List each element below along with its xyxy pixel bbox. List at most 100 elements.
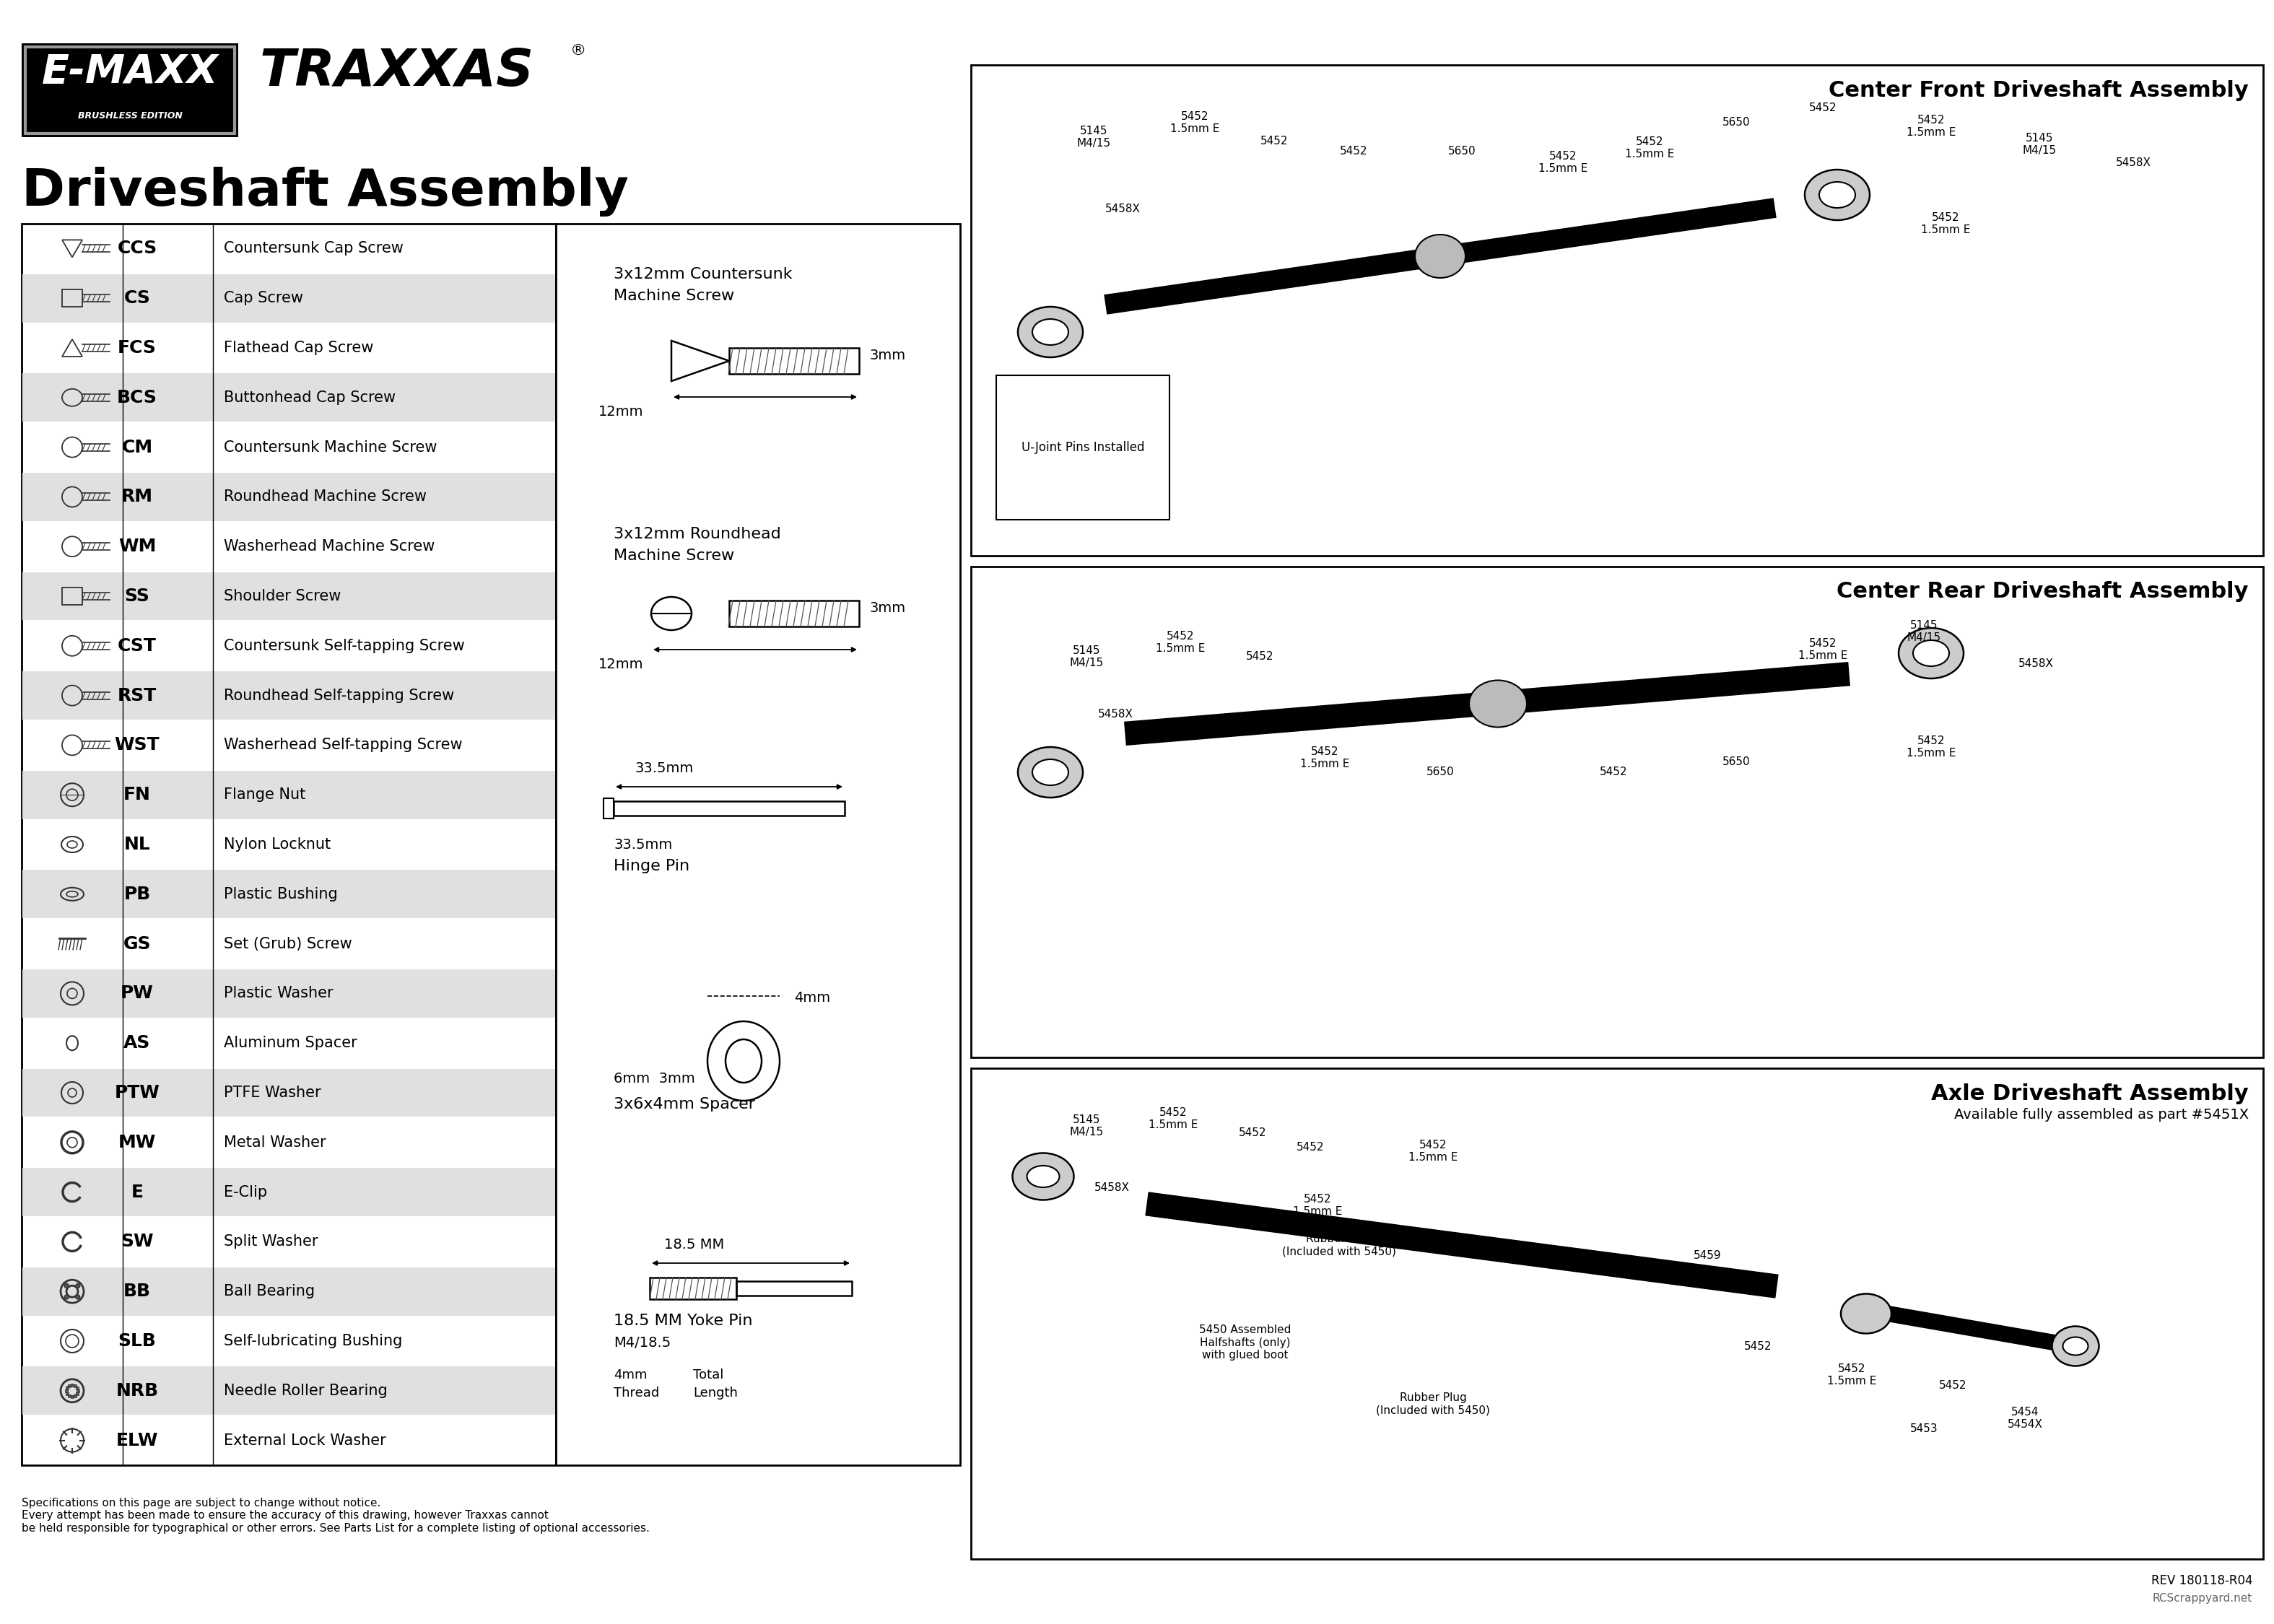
Text: PTFE Washer: PTFE Washer — [223, 1085, 321, 1099]
Text: 5650: 5650 — [1721, 757, 1751, 767]
Text: 5650: 5650 — [1721, 117, 1751, 128]
Ellipse shape — [1899, 628, 1962, 679]
Text: RCScrappyard.net: RCScrappyard.net — [2153, 1593, 2251, 1605]
Text: 5452
1.5mm E: 5452 1.5mm E — [1294, 1194, 1342, 1216]
Text: AS: AS — [123, 1034, 150, 1052]
Bar — [23, 771, 555, 818]
Text: 5452: 5452 — [1239, 1127, 1267, 1138]
Text: Available fully assembled as part #5451X: Available fully assembled as part #5451X — [1953, 1108, 2249, 1122]
Text: Split Washer: Split Washer — [223, 1234, 318, 1249]
Text: ELW: ELW — [116, 1432, 159, 1449]
Text: Countersunk Cap Screw: Countersunk Cap Screw — [223, 242, 402, 257]
Text: Total: Total — [694, 1369, 723, 1382]
Bar — [77, 1389, 80, 1392]
Bar — [971, 567, 2263, 1057]
Text: Hinge Pin: Hinge Pin — [614, 859, 689, 874]
Text: 5452
1.5mm E: 5452 1.5mm E — [1301, 745, 1348, 770]
Text: 5452
1.5mm E: 5452 1.5mm E — [1626, 136, 1674, 159]
Text: 5454
5454X: 5454 5454X — [2008, 1406, 2042, 1431]
Text: TRAXXAS: TRAXXAS — [259, 47, 534, 97]
Bar — [23, 1367, 555, 1415]
Ellipse shape — [1028, 1166, 1060, 1187]
Text: 5145
M4/15: 5145 M4/15 — [1069, 1114, 1103, 1138]
Text: Plastic Washer: Plastic Washer — [223, 986, 334, 1000]
Bar — [614, 801, 844, 815]
Text: Roundhead Machine Screw: Roundhead Machine Screw — [223, 490, 428, 503]
Text: 5450 Assembled
Halfshafts (only)
with glued boot: 5450 Assembled Halfshafts (only) with gl… — [1198, 1325, 1292, 1361]
Bar — [68, 1395, 70, 1397]
Text: 12mm: 12mm — [598, 404, 644, 419]
Bar — [971, 1069, 2263, 1559]
Text: 5452
1.5mm E: 5452 1.5mm E — [1922, 213, 1969, 235]
Text: Center Front Driveshaft Assembly: Center Front Driveshaft Assembly — [1828, 80, 2249, 101]
Bar — [66, 1392, 68, 1395]
Ellipse shape — [1032, 760, 1069, 786]
Bar — [23, 473, 555, 521]
Text: 5452: 5452 — [1940, 1380, 1967, 1392]
Text: Metal Washer: Metal Washer — [223, 1135, 325, 1150]
Text: WST: WST — [114, 737, 159, 754]
Text: BCS: BCS — [116, 388, 157, 406]
Text: Rubber Plug
(Included with 5450): Rubber Plug (Included with 5450) — [1283, 1233, 1396, 1257]
Bar — [23, 671, 555, 719]
Text: 3x12mm Countersunk: 3x12mm Countersunk — [614, 266, 791, 281]
Text: E: E — [132, 1184, 143, 1200]
Ellipse shape — [2063, 1337, 2088, 1354]
Text: 5452
1.5mm E: 5452 1.5mm E — [1148, 1108, 1198, 1130]
Text: 18.5 MM: 18.5 MM — [664, 1237, 723, 1252]
Text: Machine Screw: Machine Screw — [614, 549, 735, 564]
Text: Washerhead Self-tapping Screw: Washerhead Self-tapping Screw — [223, 737, 462, 752]
Text: Length: Length — [694, 1387, 737, 1400]
Bar — [75, 1387, 80, 1389]
Bar — [555, 224, 960, 1465]
Bar — [23, 374, 555, 422]
Text: NL: NL — [123, 836, 150, 853]
Text: 5458X: 5458X — [1105, 205, 1139, 214]
Text: Nylon Locknut: Nylon Locknut — [223, 838, 330, 851]
Bar — [603, 799, 614, 818]
Text: 5452
1.5mm E: 5452 1.5mm E — [1537, 151, 1587, 174]
Text: M4/18.5: M4/18.5 — [614, 1335, 671, 1350]
Text: Machine Screw: Machine Screw — [614, 289, 735, 304]
Text: 33.5mm: 33.5mm — [614, 838, 673, 851]
Text: 3x12mm Roundhead: 3x12mm Roundhead — [614, 526, 780, 541]
Circle shape — [64, 1294, 68, 1299]
Text: ®: ® — [571, 44, 587, 58]
Text: E-MAXX: E-MAXX — [41, 52, 218, 91]
Text: Axle Driveshaft Assembly: Axle Driveshaft Assembly — [1931, 1083, 2249, 1104]
Text: RM: RM — [121, 489, 152, 505]
Text: Shoulder Screw: Shoulder Screw — [223, 590, 341, 604]
Circle shape — [75, 1283, 80, 1288]
Bar — [73, 1395, 77, 1397]
Text: Flathead Cap Screw: Flathead Cap Screw — [223, 341, 373, 356]
Text: 5453: 5453 — [1910, 1424, 1937, 1434]
Text: Thread: Thread — [614, 1387, 659, 1400]
Bar — [70, 1384, 73, 1387]
Ellipse shape — [1842, 1294, 1892, 1333]
Ellipse shape — [1019, 307, 1082, 357]
Ellipse shape — [1012, 1153, 1073, 1200]
Text: 5452: 5452 — [1599, 767, 1628, 778]
Text: BB: BB — [123, 1283, 150, 1301]
Text: 18.5 MM Yoke Pin: 18.5 MM Yoke Pin — [614, 1314, 753, 1328]
Ellipse shape — [1019, 747, 1082, 797]
Bar — [971, 65, 2263, 555]
Text: External Lock Washer: External Lock Washer — [223, 1432, 387, 1447]
Circle shape — [64, 1283, 68, 1288]
Text: SS: SS — [125, 588, 150, 604]
Ellipse shape — [1806, 169, 1869, 221]
Text: Ball Bearing: Ball Bearing — [223, 1285, 314, 1299]
Bar — [23, 870, 555, 918]
Text: Countersunk Self-tapping Screw: Countersunk Self-tapping Screw — [223, 638, 464, 653]
Text: RST: RST — [118, 687, 157, 705]
Text: 5452: 5452 — [1808, 102, 1837, 114]
Text: Driveshaft Assembly: Driveshaft Assembly — [23, 166, 628, 216]
Text: Washerhead Machine Screw: Washerhead Machine Screw — [223, 539, 434, 554]
Text: 5452: 5452 — [1260, 135, 1287, 146]
Text: 5145
M4/15: 5145 M4/15 — [1908, 620, 1942, 643]
Text: 3x6x4mm Spacer: 3x6x4mm Spacer — [614, 1098, 755, 1111]
Text: CM: CM — [121, 438, 152, 456]
Text: 5452: 5452 — [1296, 1142, 1323, 1153]
Text: 6mm  3mm: 6mm 3mm — [614, 1072, 696, 1086]
Text: 5145
M4/15: 5145 M4/15 — [1076, 125, 1110, 149]
